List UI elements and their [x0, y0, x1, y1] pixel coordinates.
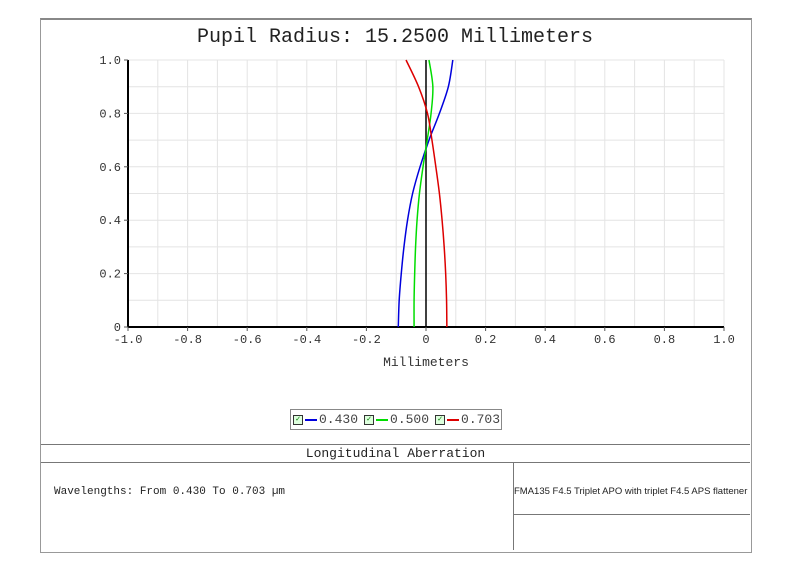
legend: ✓ 0.430 ✓ 0.500 ✓ 0.703	[290, 409, 502, 430]
x-tick-label: -0.2	[352, 333, 381, 347]
x-tick-label: -0.6	[233, 333, 262, 347]
legend-label: 0.500	[390, 412, 430, 427]
system-description: FMA135 F4.5 Triplet APO with triplet F4.…	[514, 486, 748, 497]
analysis-heading: Longitudinal Aberration	[41, 444, 750, 463]
legend-item[interactable]: ✓ 0.430	[293, 412, 358, 427]
x-tick-label: 0.2	[475, 333, 497, 347]
series-line-0.430	[397, 59, 454, 328]
y-tick-label: 1.0	[99, 54, 121, 68]
y-tick-label: 0.6	[99, 161, 121, 175]
x-tick-label: -0.8	[173, 333, 202, 347]
y-tick-label: 0.8	[99, 107, 121, 121]
legend-label: 0.703	[461, 412, 501, 427]
legend-item[interactable]: ✓ 0.703	[435, 412, 500, 427]
y-tick-label: 0	[114, 321, 121, 335]
series-line-0.500	[413, 59, 434, 328]
y-tick-label: 0.2	[99, 268, 121, 282]
divider	[513, 462, 514, 550]
legend-swatch	[305, 418, 317, 421]
legend-label: 0.430	[319, 412, 359, 427]
x-tick-label: 1.0	[713, 333, 735, 347]
legend-swatch	[376, 418, 389, 421]
x-tick-label: -0.4	[292, 333, 321, 347]
x-tick-label: -1.0	[114, 333, 143, 347]
y-tick-label: 0.4	[99, 214, 121, 228]
divider	[513, 514, 750, 515]
x-tick-label: 0.4	[534, 333, 556, 347]
x-tick-label: 0.8	[654, 333, 676, 347]
wavelengths-text: Wavelengths: From 0.430 To 0.703 µm	[54, 486, 286, 498]
checkbox-icon[interactable]: ✓	[293, 414, 303, 425]
x-axis-label: Millimeters	[383, 355, 469, 370]
x-tick-label: 0.6	[594, 333, 616, 347]
legend-swatch	[447, 418, 460, 421]
chart-title: Pupil Radius: 15.2500 Millimeters	[196, 26, 594, 49]
series-line-0.703	[405, 59, 448, 328]
x-tick-label: 0	[422, 333, 429, 347]
legend-item[interactable]: ✓ 0.500	[364, 412, 429, 427]
checkbox-icon[interactable]: ✓	[364, 414, 375, 425]
checkbox-icon[interactable]: ✓	[435, 414, 446, 425]
